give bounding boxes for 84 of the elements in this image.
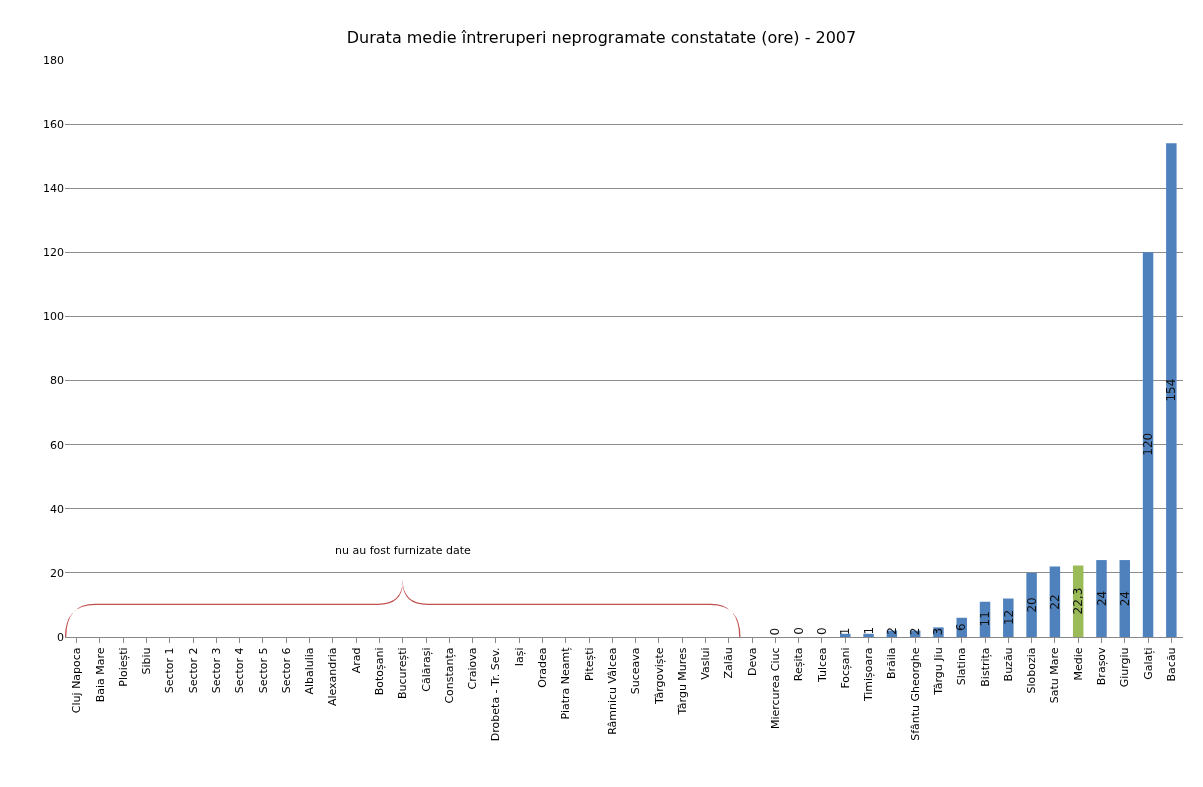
- x-tick-label: Slatina: [955, 647, 969, 686]
- data-label: 1: [838, 627, 853, 636]
- data-label: 24: [1094, 590, 1109, 607]
- x-tick-label: Bistrița: [978, 647, 992, 687]
- x-tick-label: Sibiu: [140, 647, 154, 675]
- y-tick-label: 180: [43, 53, 64, 67]
- data-label: 20: [1024, 597, 1039, 613]
- x-tick-label: Arad: [349, 647, 363, 674]
- x-tick-label: Deva: [745, 647, 759, 676]
- y-tick-label: 20: [50, 566, 64, 580]
- x-tick-label: Pitești: [582, 647, 596, 682]
- x-tick-label: Vaslui: [699, 647, 713, 680]
- x-tick-label: Sector 2: [186, 647, 200, 694]
- x-tick-label: Zalău: [722, 647, 736, 679]
- x-tick-label: Sfântu Gheorghe: [908, 647, 922, 741]
- y-tick-label: 120: [43, 246, 64, 260]
- data-label: 2: [908, 627, 923, 636]
- x-tick-label: Ploiești: [116, 647, 130, 687]
- x-tick-label: Brăila: [885, 647, 899, 680]
- data-label: 24: [1118, 591, 1133, 607]
- x-tick-label: Albalulia: [303, 647, 317, 695]
- x-tick-label: Baia Mare: [93, 647, 107, 703]
- x-tick-label: Tulcea: [815, 647, 829, 684]
- y-tick-label: 40: [50, 502, 64, 516]
- x-tick-label: Focșani: [838, 647, 852, 689]
- x-tick-label: Iași: [512, 647, 526, 667]
- data-label: 154: [1164, 378, 1179, 402]
- x-tick-label: Râmnicu Vâlcea: [605, 647, 619, 735]
- data-label: 6: [954, 623, 969, 632]
- x-tick-label: Drobeta - Tr. Sev.: [489, 647, 503, 742]
- data-label: 3: [931, 627, 946, 636]
- x-tick-label: Constanța: [442, 647, 456, 704]
- x-tick-label: Reșita: [792, 647, 806, 682]
- x-tick-label: Călărași: [419, 647, 433, 692]
- x-tick-label: Giurgiu: [1118, 647, 1132, 688]
- y-tick-label: 100: [43, 310, 64, 324]
- data-label: 0: [791, 627, 806, 635]
- bar: [1142, 252, 1154, 637]
- data-label: 12: [1001, 609, 1016, 626]
- x-tick-label: Târgoviște: [652, 647, 666, 706]
- x-tick-label: Brașov: [1095, 646, 1109, 686]
- x-tick-label: Oradea: [536, 647, 550, 688]
- x-tick-label: Sector 4: [233, 647, 247, 694]
- data-label: 22: [1048, 594, 1063, 610]
- data-label: 2: [884, 627, 899, 635]
- x-tick-label: Galați: [1141, 647, 1155, 680]
- x-tick-label: Slobozia: [1025, 647, 1039, 694]
- x-tick-label: Suceava: [629, 647, 643, 695]
- x-tick-label: București: [396, 647, 410, 700]
- x-tick-label: Botoșani: [373, 647, 387, 696]
- x-tick-label: Sector 5: [256, 647, 270, 694]
- x-tick-label: Sector 6: [279, 647, 293, 694]
- annotation: nu au fost furnizate date: [335, 544, 472, 557]
- x-tick-label: Sector 1: [163, 647, 177, 694]
- x-tick-label: Craiova: [466, 647, 480, 690]
- x-tick-label: Cluj Napoca: [70, 647, 84, 714]
- x-tick-label: Târgu Mures: [675, 647, 689, 716]
- data-label: 120: [1141, 432, 1156, 456]
- x-tick-label: Piatra Neamț: [559, 646, 573, 720]
- data-label: 0: [814, 627, 829, 635]
- y-tick-label: 160: [43, 117, 64, 131]
- bar: [840, 633, 851, 637]
- x-tick-label: Buzău: [1001, 647, 1015, 682]
- x-tick-label: Medie: [1071, 647, 1085, 681]
- x-tick-label: Miercurea Ciuc: [768, 647, 782, 730]
- data-label: 1: [861, 626, 876, 635]
- y-tick-label: 140: [43, 182, 64, 196]
- x-tick-label: Târgu Jiu: [932, 647, 946, 696]
- bar: [1026, 572, 1037, 637]
- x-tick-label: Timișoara: [862, 647, 876, 703]
- bar: [863, 633, 874, 637]
- y-tick-label: 80: [50, 374, 64, 388]
- x-tick-label: Bacău: [1164, 647, 1178, 682]
- y-tick-label: 0: [57, 630, 64, 644]
- x-tick-label: Sector 3: [209, 647, 223, 694]
- data-label: 0: [768, 627, 783, 636]
- bar: [1166, 143, 1177, 637]
- x-tick-label: Alexandria: [326, 647, 340, 707]
- y-tick-label: 60: [50, 438, 64, 452]
- bar: [1096, 560, 1107, 637]
- data-label: 22,3: [1070, 587, 1085, 615]
- data-label: 11: [977, 611, 992, 627]
- chart-title: Durata medie întreruperi neprogramate constatate (ore) - 2007: [346, 27, 857, 47]
- x-tick-label: Satu Mare: [1048, 647, 1062, 704]
